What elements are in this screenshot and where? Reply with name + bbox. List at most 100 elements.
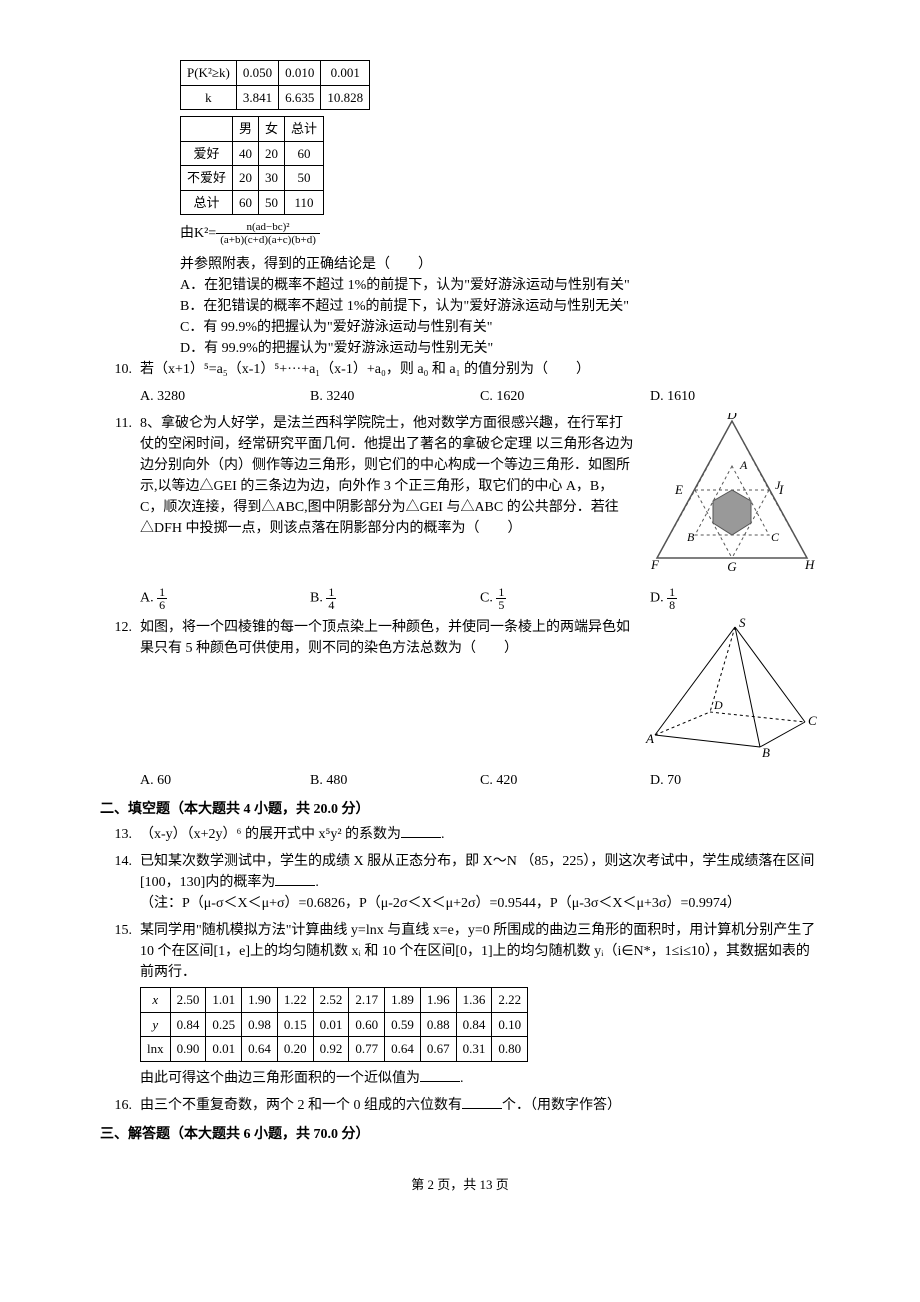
svg-text:C: C [808, 713, 817, 728]
q10-options: A. 3280 B. 3240 C. 1620 D. 1610 [140, 386, 820, 407]
question-text: 某同学用"随机模拟方法"计算曲线 y=lnx 与直线 x=e，y=0 所围成的曲… [140, 920, 820, 1089]
question-number: 15. [100, 920, 132, 941]
pyramid-figure: S A B C D [640, 617, 820, 764]
option-c: C. 15 [480, 586, 650, 611]
simulation-data-table: x2.501.011.901.222.522.171.891.961.362.2… [140, 987, 528, 1062]
cell: 20 [259, 141, 285, 166]
table-row: lnx0.900.010.640.200.920.770.640.670.310… [141, 1037, 528, 1062]
cell: 50 [259, 190, 285, 215]
cell: 60 [285, 141, 324, 166]
question-16: 16. 由三个不重复奇数，两个 2 和一个 0 组成的六位数有 个．（用数字作答） [100, 1095, 820, 1116]
cell: 不爱好 [181, 166, 233, 191]
svg-text:J: J [775, 478, 781, 492]
svg-text:D: D [726, 413, 737, 422]
svg-text:B: B [762, 745, 770, 757]
page-content: P(K²≥k) 0.050 0.010 0.001 k 3.841 6.635 … [100, 60, 820, 1194]
cell: 0.010 [279, 61, 321, 86]
page-footer: 第 2 页，共 13 页 [100, 1175, 820, 1195]
question-12: 12. 如图，将一个四棱锥的每一个顶点染上一种颜色，并使同一条棱上的两端异色如果… [100, 617, 820, 764]
fraction: n(ad−bc)²(a+b)(c+d)(a+c)(b+d) [216, 221, 320, 246]
svg-text:A: A [739, 458, 748, 472]
section-2-header: 二、填空题（本大题共 4 小题，共 20.0 分） [100, 799, 820, 820]
cell [181, 117, 233, 142]
q16-text-a: 由三个不重复奇数，两个 2 和一个 0 组成的六位数有 [140, 1098, 462, 1113]
q15-tail-b: . [460, 1071, 464, 1086]
question-text: 由三个不重复奇数，两个 2 和一个 0 组成的六位数有 个．（用数字作答） [140, 1095, 820, 1116]
question-text: （x-y）（x+2y）⁶ 的展开式中 x⁵y² 的系数为. [140, 824, 820, 845]
option-a: A. 60 [140, 770, 310, 791]
option-a: A. 3280 [140, 386, 310, 407]
question-number: 11. [100, 413, 132, 434]
svg-text:E: E [674, 482, 683, 497]
blank [275, 872, 315, 886]
cell: 20 [233, 166, 259, 191]
question-text: 如图，将一个四棱锥的每一个顶点染上一种颜色，并使同一条棱上的两端异色如果只有 5… [140, 617, 630, 699]
option-c: C．有 99.9%的把握认为"爱好游泳运动与性别有关" [180, 317, 820, 338]
table-row: P(K²≥k) 0.050 0.010 0.001 [181, 61, 370, 86]
table-row: 男 女 总计 [181, 117, 324, 142]
svg-text:B: B [687, 530, 695, 544]
question-text: 已知某次数学测试中，学生的成绩 X 服从正态分布，即 X～N （85，225），… [140, 851, 820, 914]
option-c: C. 1620 [480, 386, 650, 407]
q12-options: A. 60 B. 480 C. 420 D. 70 [140, 770, 820, 791]
cell: 总计 [181, 190, 233, 215]
option-c: C. 420 [480, 770, 650, 791]
question-13: 13. （x-y）（x+2y）⁶ 的展开式中 x⁵y² 的系数为. [100, 824, 820, 845]
svg-text:F: F [650, 557, 660, 572]
question-number: 14. [100, 851, 132, 872]
cell: 50 [285, 166, 324, 191]
cell: 10.828 [321, 85, 370, 110]
table-row: k 3.841 6.635 10.828 [181, 85, 370, 110]
question-number: 16. [100, 1095, 132, 1116]
question-text: 8、拿破仑为人好学，是法兰西科学院院士，他对数学方面很感兴趣，在行军打仗的空闲时… [140, 413, 635, 539]
svg-text:G: G [727, 559, 737, 573]
option-b: B. 14 [310, 586, 480, 611]
numerator: n(ad−bc)² [216, 221, 320, 234]
svg-text:H: H [804, 557, 815, 572]
option-a: A．在犯错误的概率不超过 1%的前提下，认为"爱好游泳运动与性别有关" [180, 275, 820, 296]
svg-text:C: C [771, 530, 780, 544]
cell: 60 [233, 190, 259, 215]
blank [420, 1068, 460, 1082]
q15-text: 某同学用"随机模拟方法"计算曲线 y=lnx 与直线 x=e，y=0 所围成的曲… [140, 920, 820, 983]
question-11: 11. 8、拿破仑为人好学，是法兰西科学院院士，他对数学方面很感兴趣，在行军打仗… [100, 413, 820, 580]
table-row: 总计 60 50 110 [181, 190, 324, 215]
option-b: B. 480 [310, 770, 480, 791]
q11-options: A. 16 B. 14 C. 15 D. 18 [140, 586, 820, 611]
question-number: 13. [100, 824, 132, 845]
cell: 3.841 [236, 85, 278, 110]
blank [401, 824, 441, 838]
cell: 女 [259, 117, 285, 142]
q14-line1a: 已知某次数学测试中，学生的成绩 X 服从正态分布，即 X～N （85，225），… [140, 854, 814, 890]
blank [462, 1095, 502, 1109]
table-row: y0.840.250.980.150.010.600.590.880.840.1… [141, 1012, 528, 1037]
question-10: 10. 若（x+1）⁵=a₅（x-1）⁵+···+a₁（x-1）+a₀，则 a₀… [100, 359, 820, 380]
option-b: B．在犯错误的概率不超过 1%的前提下，认为"爱好游泳运动与性别无关" [180, 296, 820, 317]
q14-note: （注：P（μ-σ＜X＜μ+σ）=0.6826，P（μ-2σ＜X＜μ+2σ）=0.… [140, 893, 820, 914]
cell: 总计 [285, 117, 324, 142]
option-d: D. 1610 [650, 386, 820, 407]
svg-text:A: A [645, 731, 654, 746]
cell: 6.635 [279, 85, 321, 110]
q15-tail-a: 由此可得这个曲边三角形面积的一个近似值为 [140, 1071, 420, 1086]
question-stem: 并参照附表，得到的正确结论是（ ） [180, 254, 820, 275]
cell: 男 [233, 117, 259, 142]
question-text: 若（x+1）⁵=a₅（x-1）⁵+···+a₁（x-1）+a₀，则 a₀ 和 a… [140, 359, 820, 380]
svg-text:D: D [713, 698, 723, 712]
q12-text: 如图，将一个四棱锥的每一个顶点染上一种颜色，并使同一条棱上的两端异色如果只有 5… [140, 617, 630, 659]
cell: 40 [233, 141, 259, 166]
q16-text-b: 个．（用数字作答） [502, 1098, 621, 1113]
formula-prefix: 由K²= [180, 226, 216, 241]
cell: 0.001 [321, 61, 370, 86]
q13-text-a: （x-y）（x+2y）⁶ 的展开式中 x⁵y² 的系数为 [140, 827, 401, 842]
napoleon-triangle-figure: D A E I J B C F G H [645, 413, 820, 580]
table-row: 不爱好 20 30 50 [181, 166, 324, 191]
cell: 爱好 [181, 141, 233, 166]
cell: 0.050 [236, 61, 278, 86]
table-row: x2.501.011.901.222.522.171.891.961.362.2… [141, 988, 528, 1013]
option-a: A. 16 [140, 586, 310, 611]
question-number: 12. [100, 617, 132, 638]
option-b: B. 3240 [310, 386, 480, 407]
cell: k [181, 85, 237, 110]
option-d: D. 70 [650, 770, 820, 791]
